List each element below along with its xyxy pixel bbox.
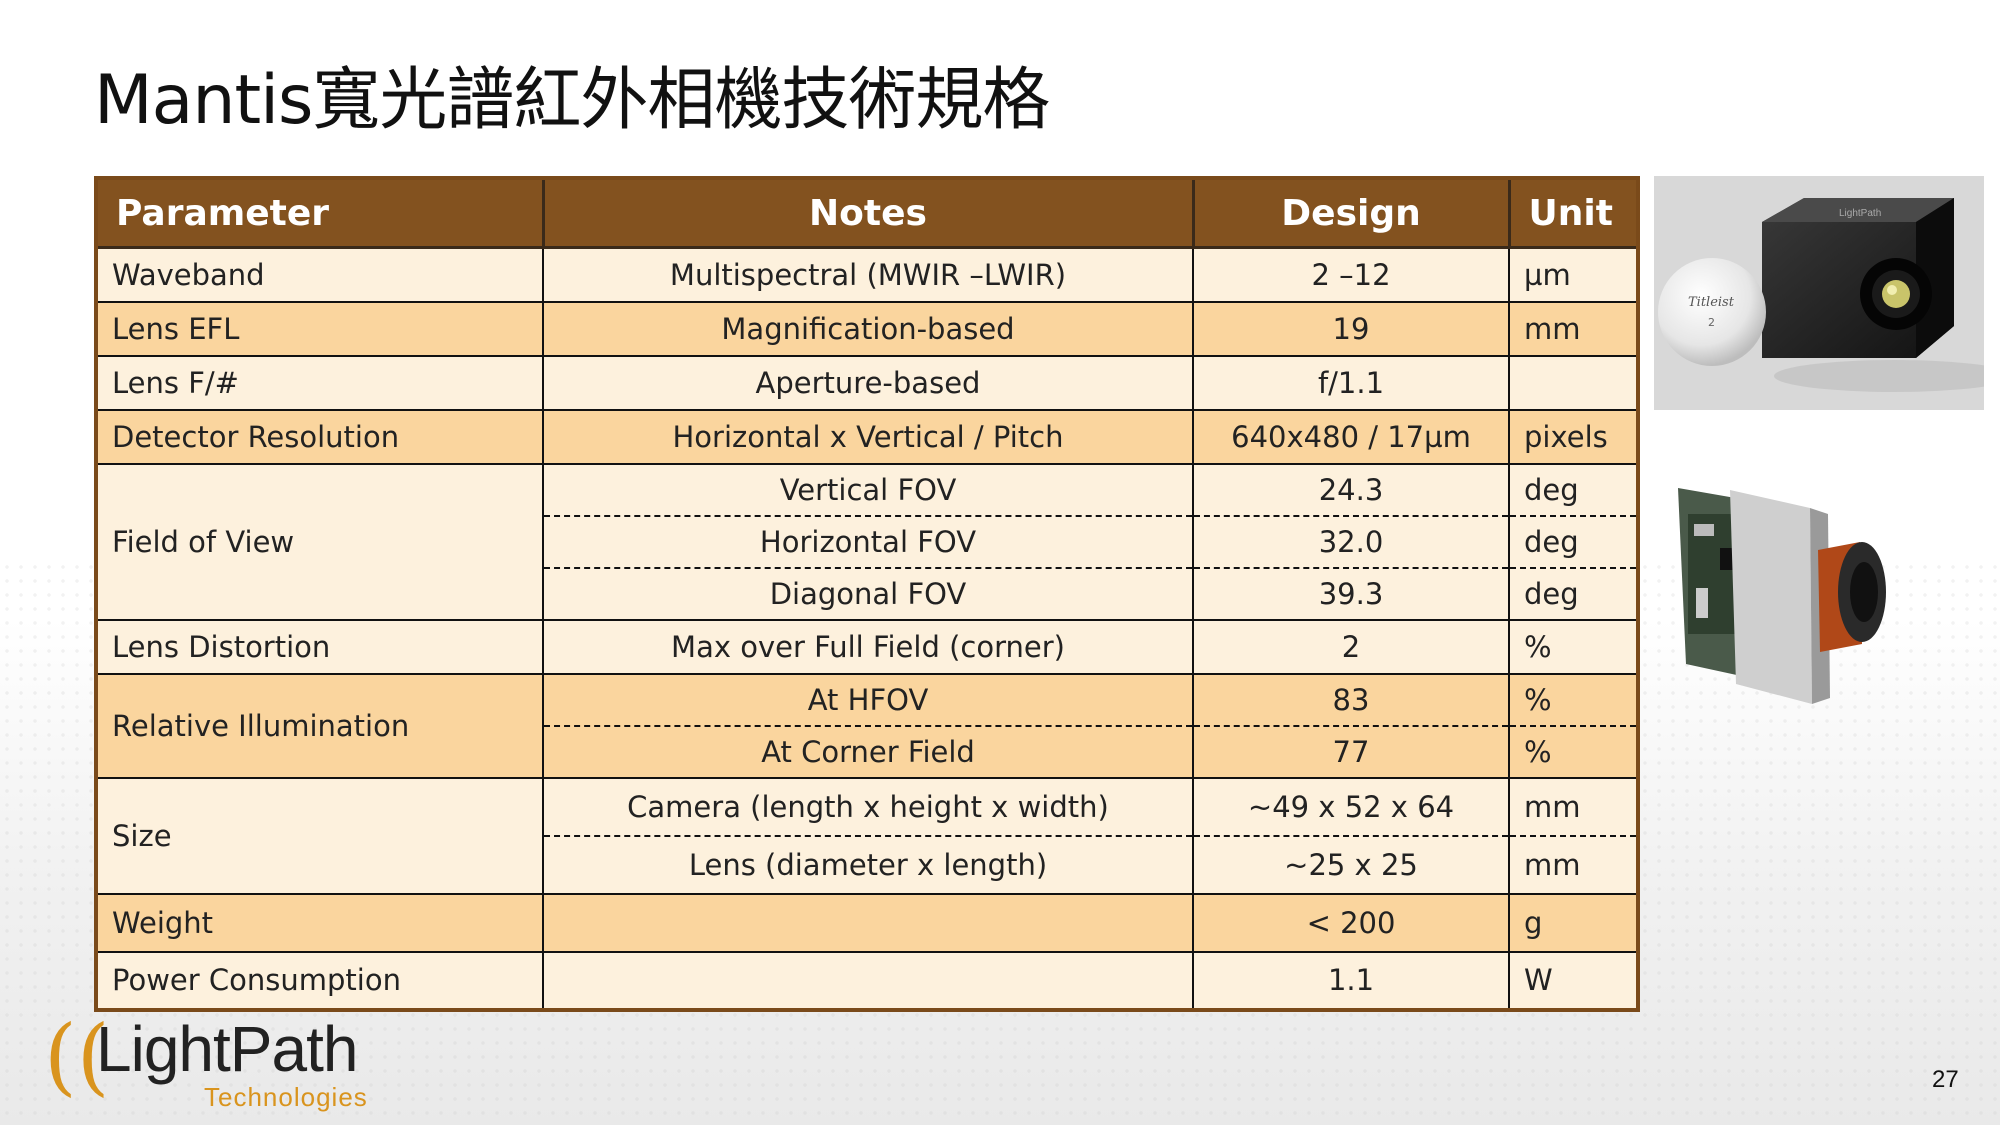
cell-notes: Vertical FOV: [542, 462, 1194, 517]
cell-parameter: Power Consumption: [95, 950, 544, 1011]
cell-design: 39.3: [1192, 566, 1510, 621]
table-header-row: Parameter Notes Design Unit: [94, 176, 1640, 249]
table-row: Relative Illumination At HFOV 83 %: [95, 672, 1639, 779]
cell-design: 2: [1192, 618, 1510, 675]
table-row: Lens (diameter x length) ~25 x 25 mm: [96, 834, 1639, 895]
cell-notes: Magnification-based: [542, 300, 1194, 357]
cell-design: ~49 x 52 x 64: [1192, 776, 1510, 837]
cell-notes: Camera (length x height x width): [542, 776, 1194, 837]
table-row: Detector Resolution Horizontal x Vertica…: [95, 408, 1639, 465]
camera-with-golf-ball-illustration: LightPath Titleist 2: [1654, 176, 2000, 410]
header-notes: Notes: [541, 176, 1195, 249]
cell-parameter: Lens Distortion: [95, 618, 544, 675]
cell-unit: mm: [1508, 834, 1639, 895]
cell-unit: %: [1508, 724, 1639, 779]
cell-notes: [542, 892, 1194, 953]
cell-design: 1.1: [1192, 950, 1510, 1011]
cell-unit: mm: [1508, 300, 1639, 357]
table-row: Waveband Multispectral (MWIR –LWIR) 2 –1…: [95, 246, 1639, 303]
logo-subtitle: Technologies: [204, 1082, 368, 1112]
cell-parameter: Weight: [95, 892, 544, 953]
camera-core-module-photo: [1660, 468, 1890, 718]
cell-notes: At Corner Field: [542, 724, 1194, 779]
cell-notes: Multispectral (MWIR –LWIR): [542, 246, 1194, 303]
cell-unit: W: [1508, 950, 1639, 1011]
cell-design: 32.0: [1192, 514, 1510, 569]
table-row: At Corner Field 77 %: [96, 724, 1639, 779]
cell-design: 19: [1192, 300, 1510, 357]
cell-parameter: Size: [95, 776, 544, 895]
cell-parameter: Waveband: [95, 246, 544, 303]
cell-design: 83: [1192, 672, 1510, 727]
cell-parameter: Detector Resolution: [95, 408, 544, 465]
table-row: Power Consumption 1.1 W: [95, 950, 1639, 1011]
cell-notes: Horizontal FOV: [542, 514, 1194, 569]
table-row: Lens Distortion Max over Full Field (cor…: [95, 618, 1639, 675]
cell-design: 640x480 / 17µm: [1192, 408, 1510, 465]
page-number: 27: [1932, 1066, 1959, 1093]
cell-unit: mm: [1508, 776, 1639, 837]
cell-parameter: Relative Illumination: [95, 672, 544, 779]
cell-notes: Max over Full Field (corner): [542, 618, 1194, 675]
cell-notes: Diagonal FOV: [542, 566, 1194, 621]
cell-notes: At HFOV: [542, 672, 1194, 727]
camera-brand-text: LightPath: [1839, 208, 1881, 219]
cell-design: ~25 x 25: [1192, 834, 1510, 895]
golf-ball-brand-text: Titleist: [1688, 295, 1735, 310]
cell-parameter: Lens F/#: [95, 354, 544, 411]
cell-parameter: Field of View: [95, 462, 544, 621]
lightpath-logo: (( LightPath Technologies: [44, 1012, 424, 1112]
cell-notes: [542, 950, 1194, 1011]
table-row: Lens EFL Magnification-based 19 mm: [95, 300, 1639, 357]
table-row: Size Camera (length x height x width) ~4…: [95, 776, 1639, 895]
cell-design: 77: [1192, 724, 1510, 779]
table-row: Diagonal FOV 39.3 deg: [96, 566, 1639, 621]
golf-ball-number-text: 2: [1708, 316, 1715, 329]
cell-unit: deg: [1508, 462, 1639, 517]
cell-unit: pixels: [1508, 408, 1639, 465]
table-row: Horizontal FOV 32.0 deg: [96, 514, 1639, 569]
cell-design: 2 –12: [1192, 246, 1510, 303]
cell-notes: Horizontal x Vertical / Pitch: [542, 408, 1194, 465]
logo-name: LightPath: [96, 1013, 358, 1085]
cell-unit: %: [1508, 672, 1639, 727]
cell-unit: µm: [1508, 246, 1639, 303]
table-row: Lens F/# Aperture-based f/1.1: [95, 354, 1639, 411]
header-design: Design: [1191, 176, 1511, 249]
cell-unit: %: [1508, 618, 1639, 675]
cell-unit: deg: [1508, 514, 1639, 569]
lightpath-logo-mark-icon: ((: [44, 1007, 110, 1105]
cell-design: f/1.1: [1192, 354, 1510, 411]
cell-notes: Aperture-based: [542, 354, 1194, 411]
camera-with-golf-ball-photo: LightPath Titleist 2: [1654, 176, 2000, 410]
cell-design: < 200: [1192, 892, 1510, 953]
cell-unit: g: [1508, 892, 1639, 953]
page-title: Mantis寬光譜紅外相機技術規格: [94, 61, 1050, 140]
header-unit: Unit: [1507, 176, 1640, 249]
cell-design: 24.3: [1192, 462, 1510, 517]
cell-notes: Lens (diameter x length): [542, 834, 1194, 895]
spec-table: Parameter Notes Design Unit Waveband Mul…: [94, 176, 1640, 1012]
cell-unit: [1508, 354, 1639, 411]
camera-core-module-illustration: [1678, 488, 1886, 704]
cell-unit: deg: [1508, 566, 1639, 621]
table-row: Weight < 200 g: [95, 892, 1639, 953]
header-parameter: Parameter: [94, 176, 545, 249]
table-row: Field of View Vertical FOV 24.3 deg: [95, 462, 1639, 621]
cell-parameter: Lens EFL: [95, 300, 544, 357]
